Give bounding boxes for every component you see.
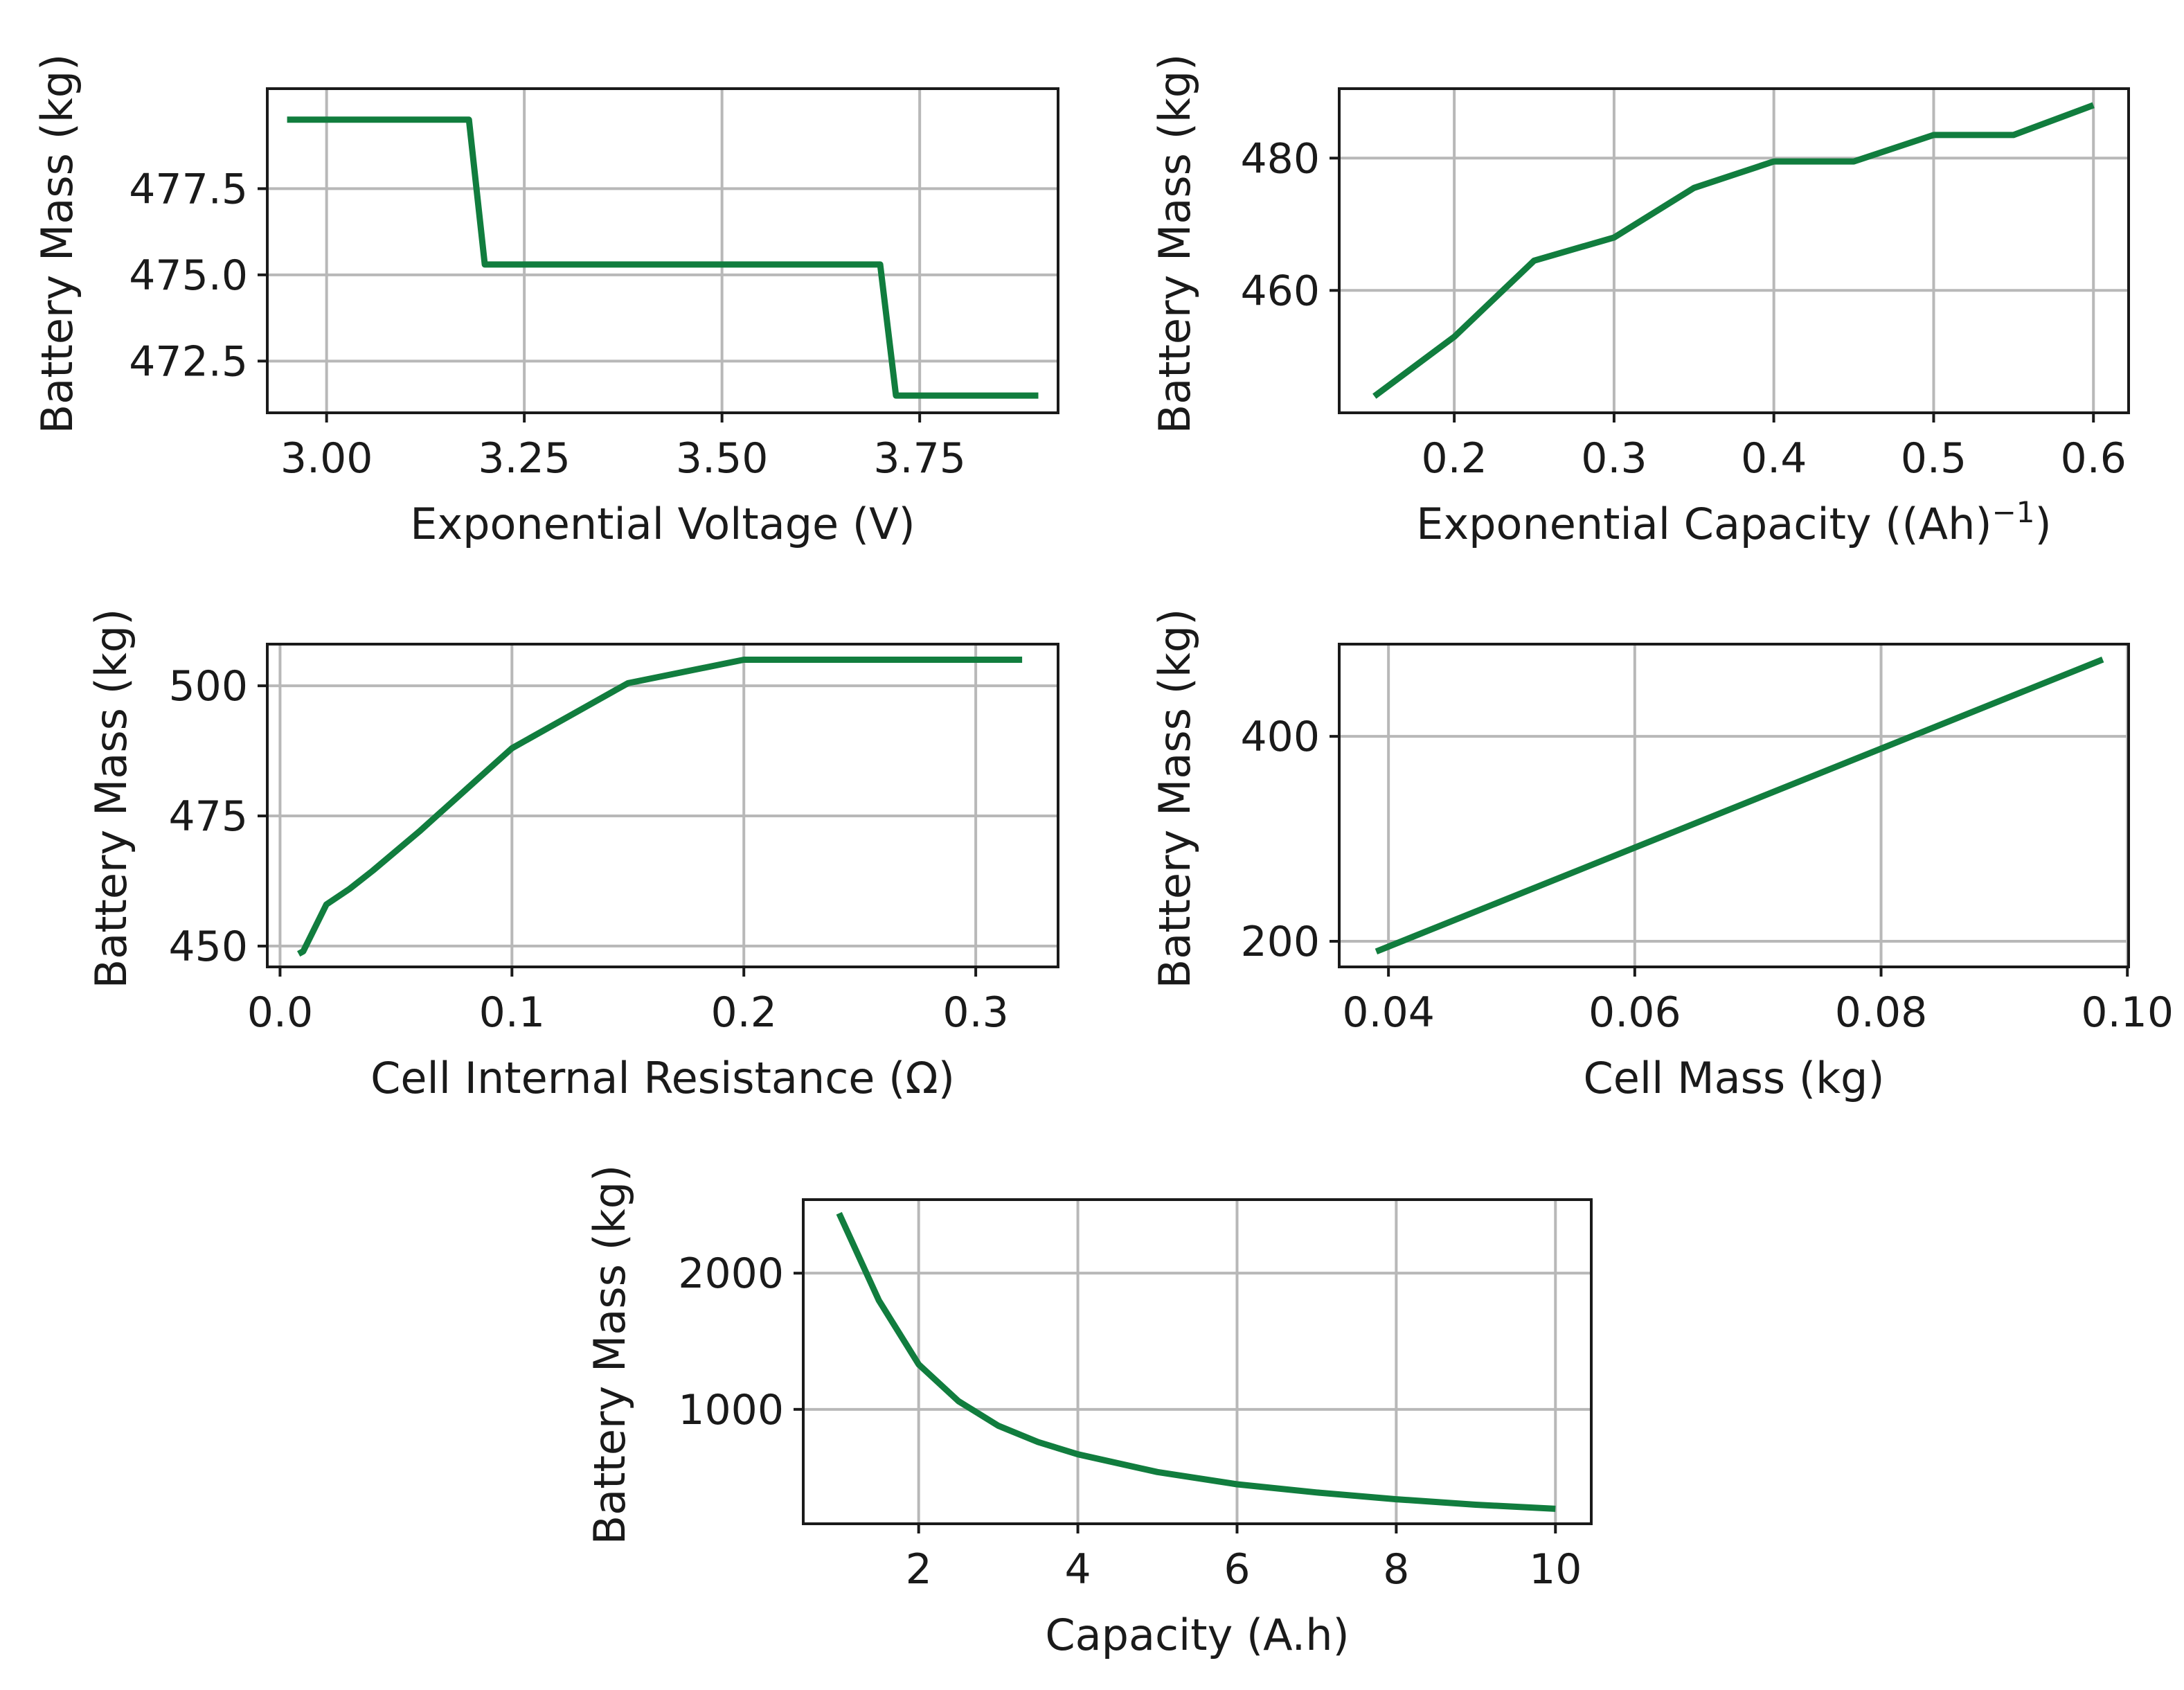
y-axis-label: Battery Mass (kg) [1149,54,1200,434]
x-tick-label: 0.2 [1421,434,1487,483]
y-tick-label: 472.5 [129,337,248,386]
x-tick-label: 3.25 [478,434,571,483]
x-tick-label: 4 [1064,1545,1091,1594]
x-tick-label: 0.0 [247,988,313,1037]
battery-mass-line [287,116,1039,399]
y-axis-label: Battery Mass (kg) [32,54,82,434]
y-tick-label: 500 [168,662,248,711]
y-tick-label: 200 [1240,918,1320,966]
y-axis-label: Battery Mass (kg) [1149,609,1200,989]
x-axis-label-main: Exponential Capacity ((Ah) [1416,499,1991,549]
x-axis-label: Cell Internal Resistance (Ω) [370,1053,955,1103]
x-tick-label: 0.10 [2081,988,2174,1037]
x-tick-label: 8 [1383,1545,1409,1594]
x-axis-label: Exponential Voltage (V) [410,499,915,549]
battery-mass-line [836,1211,1556,1512]
y-tick-label: 475.0 [129,251,248,300]
x-tick-label: 3.00 [280,434,373,483]
x-tick-label: 0.4 [1741,434,1807,483]
x-axis-label: Capacity (A.h) [1045,1610,1349,1660]
battery-mass-line [1372,102,2095,399]
x-tick-label: 0.3 [942,988,1008,1037]
y-axis-label: Battery Mass (kg) [584,1165,635,1545]
x-tick-label: 0.5 [1901,434,1967,483]
y-tick-label: 477.5 [129,165,248,213]
x-tick-label: 2 [906,1545,932,1594]
x-tick-label: 0.08 [1835,988,1928,1037]
subplot-exponential-capacity: 0.2 0.3 0.4 0.5 0.6 460 480 Exponential Capaci… [1149,54,2130,549]
subplot-capacity: 2 4 6 8 10 1000 2000 Capacity (A.h) Battery Ma… [584,1165,1593,1660]
y-tick-label: 400 [1240,713,1320,761]
y-tick-label: 475 [168,792,248,841]
plot-frame [802,1198,1593,1525]
plot-frame [266,643,1059,968]
x-tick-label: 3.75 [873,434,966,483]
x-tick-label: 0.1 [479,988,545,1037]
plot-frame [266,87,1059,414]
x-axis-label-close: ) [2035,499,2052,549]
x-tick-label: 0.2 [711,988,777,1037]
x-axis-label-superscript: −1 [1992,495,2035,529]
y-tick-label: 2000 [678,1249,784,1298]
x-tick-label: 0.04 [1342,988,1435,1037]
plot-frame [1338,643,2130,968]
plot-frame [1338,87,2130,414]
y-tick-label: 480 [1240,134,1320,183]
x-axis-label: Exponential Capacity ((Ah)−1) [1416,495,2051,549]
x-tick-label: 10 [1529,1545,1582,1594]
x-tick-label: 0.06 [1588,988,1681,1037]
y-tick-label: 1000 [678,1386,784,1434]
y-tick-label: 450 [168,923,248,971]
battery-mass-line [1375,657,2104,954]
x-tick-label: 3.50 [676,434,769,483]
x-axis-label: Cell Mass (kg) [1583,1053,1884,1103]
subplot-exponential-voltage: 3.00 3.25 3.50 3.75 472.5 475.0 477.5 Exponent… [32,54,1059,549]
y-axis-label: Battery Mass (kg) [86,609,136,989]
subplot-cell-internal-resistance: 0.0 0.1 0.2 0.3 450 475 500 Cell Internal Resi… [86,609,1059,1103]
x-tick-label: 6 [1224,1545,1250,1594]
subplot-cell-mass: 0.04 0.06 0.08 0.10 200 400 Cell Mass (kg) Ba… [1149,609,2174,1103]
x-tick-label: 0.6 [2061,434,2127,483]
y-tick-label: 460 [1240,267,1320,315]
x-tick-label: 0.3 [1581,434,1647,483]
battery-mass-line [297,657,1023,957]
